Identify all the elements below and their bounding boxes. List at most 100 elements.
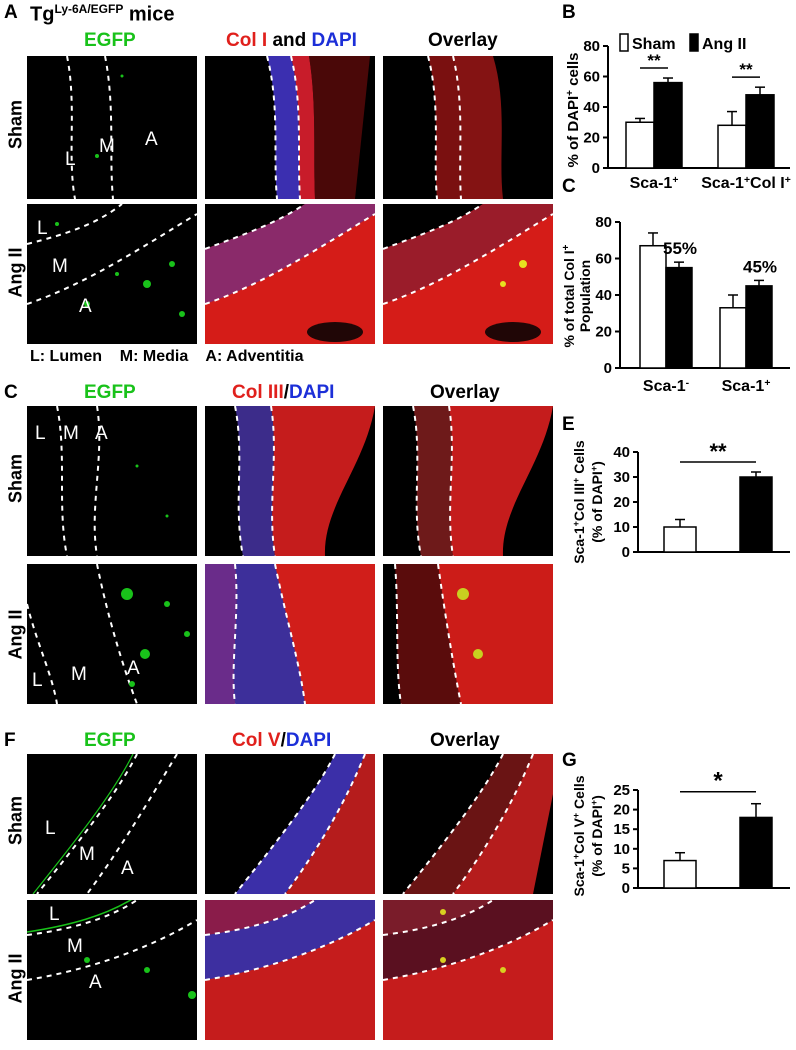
chart-g-bar xyxy=(663,859,697,889)
chart-g-y-tick-label: 5 xyxy=(622,860,630,877)
image-a-sham-col xyxy=(205,56,375,199)
chart-c-x-tick-label: Sca-1- xyxy=(643,378,690,396)
label-adventitia-f1: A xyxy=(121,858,134,879)
egfp-title-a: EGFP xyxy=(84,30,136,51)
egfp-title-d: EGFP xyxy=(84,382,136,403)
image-d-ang-overlay xyxy=(383,564,553,704)
label-media-a1: M xyxy=(99,136,115,157)
label-adventitia-d2: A xyxy=(127,658,140,679)
image-d-sham-egfp: L M A xyxy=(27,406,197,556)
overlay-title-a: Overlay xyxy=(428,30,498,51)
col-i-and: and xyxy=(267,30,312,51)
chart-b-y-tick-label: 20 xyxy=(583,130,600,147)
chart-c-bar xyxy=(639,244,667,369)
chart-b-y-tick-label: 0 xyxy=(592,160,600,177)
chart-c-y-tick-label: 40 xyxy=(595,287,612,304)
chart-b-significance: ** xyxy=(739,60,753,79)
chart-b-y-tick-label: 40 xyxy=(583,99,600,116)
col-i-title-part: Col I xyxy=(226,30,268,51)
col-iii-dapi-title: Col III/DAPI xyxy=(232,382,334,404)
chart-b-x-tick-label: Sca-1+ xyxy=(630,175,679,191)
dapi-title-part-f: DAPI xyxy=(285,730,332,751)
chart-b-bar xyxy=(745,94,775,169)
mouse-strain-sup: Ly-6A/EGFP xyxy=(54,2,124,16)
chart-e-y-tick-label: 20 xyxy=(613,494,630,511)
chart-b-y-tick-label: 80 xyxy=(583,38,600,55)
panel-letter-d: C xyxy=(4,382,18,403)
chart-b-bar xyxy=(625,121,655,169)
row-label-ang-a: Ang II xyxy=(5,247,26,298)
col-v-title-part: Col V xyxy=(232,730,281,751)
panel-letter-b: B xyxy=(562,2,576,23)
image-a-ang-egfp: L M A xyxy=(27,204,197,344)
chart-b-bar xyxy=(717,124,747,169)
chart-b-svg: 0 20 40 60 80 ** Sca-1+ ** Sca-1+Col I+ Sham Ang I… xyxy=(565,33,791,192)
chart-c-bar xyxy=(719,307,747,369)
row-label-sham-f: Sham xyxy=(5,795,26,846)
chart-g-y-tick-label: 20 xyxy=(613,802,630,819)
chart-b-x-tick-label: Sca-1+Col I+ xyxy=(701,175,791,191)
image-f-sham-egfp: L M A xyxy=(27,754,197,894)
label-lumen-d1: L xyxy=(35,423,46,444)
chart-e-svg: 0 10 20 30 40 ** Sca-1+Col III+ Cells(% of DAP… xyxy=(571,439,790,564)
chart-c-annotation: 55% xyxy=(663,239,697,258)
overlay-title-d: Overlay xyxy=(430,382,500,403)
chart-e-ylabel: Sca-1+Col III+ Cells xyxy=(571,440,587,564)
image-d-sham-overlay xyxy=(383,406,553,556)
label-adventitia-f2: A xyxy=(89,972,102,993)
tissue-legend: L: Lumen M: Media A: Adventitia xyxy=(30,348,304,365)
chart-e-y-tick-label: 10 xyxy=(613,519,630,536)
chart-e-y-tick-label: 40 xyxy=(613,444,630,461)
image-a-sham-egfp: L M A xyxy=(27,56,197,199)
egfp-title-f: EGFP xyxy=(84,730,136,751)
chart-c-ylabel: % of total Col I+ xyxy=(561,244,578,347)
chart-e-ylabel-line2: (% of DAPI+) xyxy=(589,461,605,543)
row-label-ang-f: Ang II xyxy=(5,953,26,1004)
panel-letter-a: A xyxy=(4,2,18,23)
row-label-sham-d: Sham xyxy=(5,453,26,504)
row-label-sham-a: Sham xyxy=(5,99,26,150)
chart-b: 0 20 40 60 80 ** Sca-1+ ** Sca-1+Col I+ Sham Ang I… xyxy=(560,0,796,192)
chart-g-significance: * xyxy=(713,768,723,795)
chart-c-bar xyxy=(665,266,693,369)
label-media-a2: M xyxy=(52,256,68,277)
dapi-title-part-a: DAPI xyxy=(311,30,357,51)
mouse-strain-label: TgLy-6A/EGFP mice xyxy=(30,2,175,27)
label-lumen-f1: L xyxy=(45,818,56,839)
chart-c-x-tick-label: Sca-1+ xyxy=(722,378,771,396)
label-media-f2: M xyxy=(67,936,83,957)
panel-letter-c: C xyxy=(562,176,576,197)
col-iii-slash: / xyxy=(283,382,290,403)
chart-g: 0 5 10 15 20 25 * Sca-1+Col V+ Cells (% of DAPI+… xyxy=(560,760,796,920)
image-f-ang-overlay xyxy=(383,900,553,1040)
label-media-d2: M xyxy=(71,664,87,685)
image-f-ang-col xyxy=(205,900,375,1040)
mouse-strain-main: Tg xyxy=(30,3,55,26)
dapi-title-part-d: DAPI xyxy=(289,382,335,403)
chart-c-svg: 0 20 40 60 80 55% Sca-1- 45% Sca-1+ % of total Co… xyxy=(561,214,790,396)
chart-g-ylabel-line2: (% of DAPI+) xyxy=(589,795,605,877)
label-lumen-a2: L xyxy=(37,218,48,239)
chart-c-y-tick-label: 0 xyxy=(604,360,612,377)
chart-c: 0 20 40 60 80 55% Sca-1- 45% Sca-1+ % of total Co… xyxy=(560,200,796,400)
image-f-sham-col xyxy=(205,754,375,894)
panel-letter-f: F xyxy=(4,730,16,751)
col-i-dapi-title: Col I and DAPI xyxy=(226,30,357,52)
label-lumen-a1: L xyxy=(65,149,76,170)
chart-b-ylabel: % of DAPI+ cells xyxy=(565,52,583,167)
chart-b-legend-sham: Sham xyxy=(632,36,676,53)
chart-c-annotation: 45% xyxy=(743,257,777,276)
chart-b-bar xyxy=(653,81,683,169)
chart-e-y-tick-label: 30 xyxy=(613,469,630,486)
image-a-ang-col xyxy=(205,204,375,344)
panel-letter-g: G xyxy=(562,750,577,771)
chart-b-y-tick-label: 60 xyxy=(583,69,600,86)
image-d-ang-col xyxy=(205,564,375,704)
chart-g-y-tick-label: 0 xyxy=(622,880,630,897)
label-media-d1: M xyxy=(63,423,79,444)
label-lumen-f2: L xyxy=(49,904,60,925)
col-v-slash: / xyxy=(280,730,286,751)
chart-g-svg: 0 5 10 15 20 25 * Sca-1+Col V+ Cells(% of DAPI+… xyxy=(571,768,790,897)
col-v-dapi-title: Col V/DAPI xyxy=(232,730,331,752)
chart-g-y-tick-label: 25 xyxy=(613,782,630,799)
